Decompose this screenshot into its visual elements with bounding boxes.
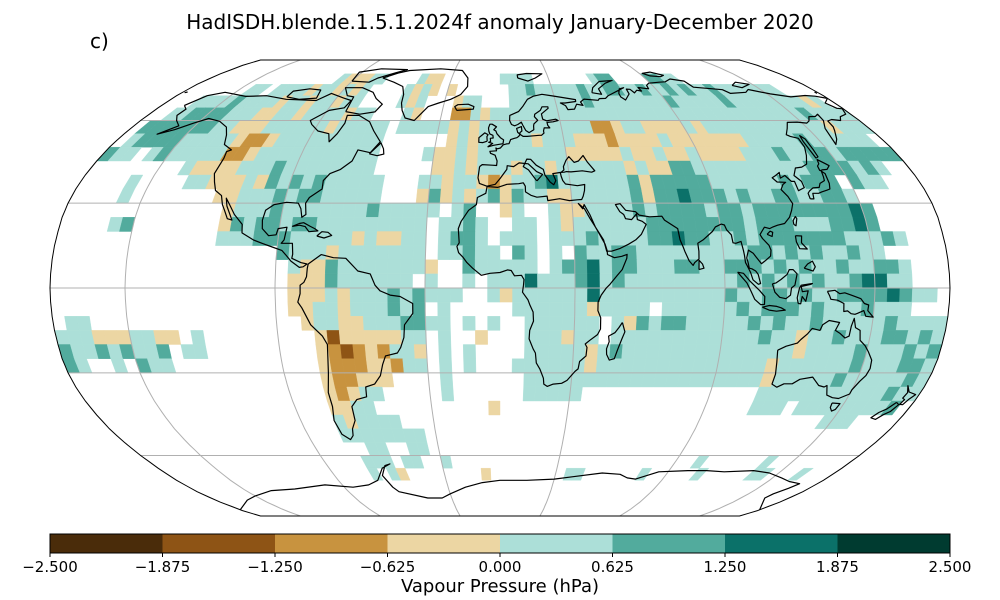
anomaly-cell	[395, 468, 411, 481]
anomaly-cell	[118, 146, 143, 162]
coastline-wrangel-island	[184, 91, 818, 94]
coastline-ireland	[478, 132, 489, 144]
coastline-baffin-island	[344, 87, 383, 115]
coastline-hispaniola	[316, 231, 333, 239]
anomaly-cell	[688, 468, 710, 481]
coastline-tasmania	[829, 402, 841, 412]
colorbar-swatch	[500, 534, 613, 553]
coastline-europe-asia	[456, 78, 847, 387]
coastline-nz-north	[899, 385, 917, 406]
anomaly-cell	[835, 414, 859, 429]
coastline-sri-lanka	[698, 259, 705, 271]
coastline-new-siberian-islands	[731, 81, 750, 89]
anomaly-cell	[768, 400, 789, 416]
coastline-sulawesi	[796, 282, 813, 305]
panel-label: c)	[90, 29, 109, 53]
colorbar-swatch	[275, 534, 388, 553]
coastline-antarctica	[239, 463, 801, 511]
coastline-new-guinea	[826, 289, 874, 318]
colorbar-swatch	[387, 534, 501, 553]
coastline-victoria-island	[286, 88, 322, 100]
anomaly-cell	[750, 468, 776, 481]
coastline-sumatra	[737, 271, 766, 306]
coastline-hainan	[766, 230, 774, 238]
coastline-sakhalin	[799, 135, 819, 159]
coastline-borneo	[771, 269, 798, 300]
coastline-svalbard	[516, 72, 543, 82]
coastline-north-america	[156, 91, 381, 268]
coastline-severnaya-zemlya	[641, 71, 664, 78]
coastline-luzon	[794, 235, 808, 250]
coastline-japan	[807, 170, 831, 200]
globe-outline	[49, 59, 951, 517]
anomaly-cell	[786, 468, 815, 481]
coastline-madagascar	[605, 322, 626, 361]
anomaly-cell	[475, 330, 488, 345]
anomaly-cell	[192, 344, 209, 359]
coastline-iceland	[454, 103, 475, 111]
anomaly-cell	[488, 400, 501, 416]
coastline-taiwan	[792, 215, 798, 227]
coastline-greenland	[382, 68, 469, 122]
map-title: HadISDH.blende.1.5.1.2024f anomaly Janua…	[186, 10, 814, 34]
anomaly-cell	[869, 160, 893, 176]
colorbar-swatch	[837, 534, 951, 553]
coastline-hokkaido	[816, 159, 830, 172]
coastline-australia	[771, 317, 873, 400]
coastline-ellesmere-island	[351, 68, 409, 83]
colorbar-label: Vapour Pressure (hPa)	[400, 576, 600, 597]
coastline-newfoundland	[368, 142, 385, 157]
anomaly-cell	[440, 386, 455, 402]
anomaly-cell	[370, 386, 386, 402]
anomaly-cell	[634, 468, 653, 481]
colorbar-swatch	[50, 534, 163, 553]
anomaly-cell	[487, 316, 501, 331]
anomaly-cell	[427, 84, 442, 96]
coastline-cuba	[291, 222, 319, 233]
coastline-great-britain	[487, 123, 505, 148]
coastlines	[156, 68, 917, 511]
coastline-south-america	[297, 254, 414, 441]
coastline-java	[762, 304, 786, 312]
coastline-novaya-zemlya	[591, 79, 613, 95]
anomaly-cell	[480, 468, 492, 481]
colorbar-swatch	[612, 534, 726, 553]
coastline-mindanao	[803, 260, 816, 272]
colorbar-swatch	[162, 534, 276, 553]
colorbar-swatch	[725, 534, 838, 553]
anomaly-cell	[892, 231, 909, 246]
coastline-nz-south	[870, 401, 900, 420]
anomaly-cell	[868, 174, 890, 190]
